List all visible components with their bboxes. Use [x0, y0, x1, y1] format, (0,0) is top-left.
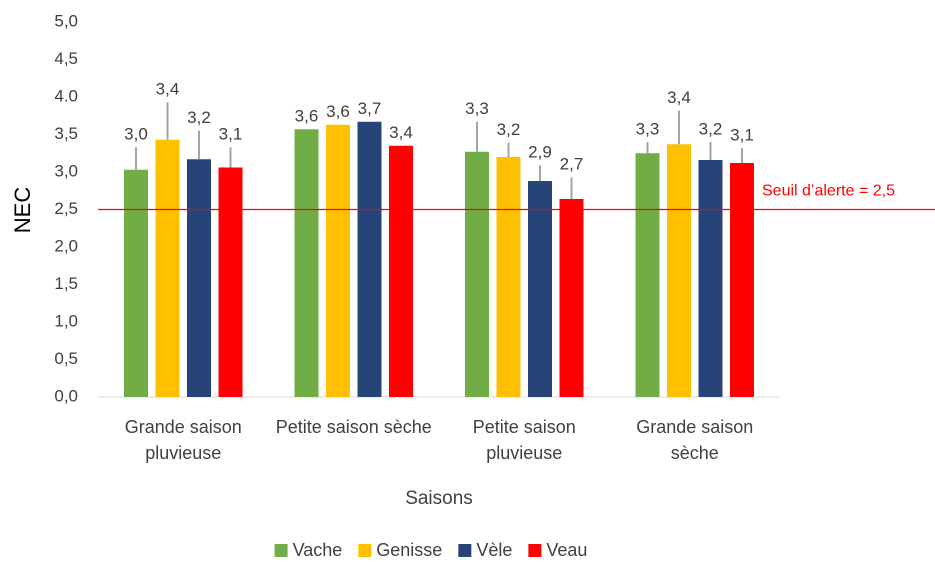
data-label: 3,1 [219, 125, 243, 144]
data-label: 3,3 [636, 119, 660, 138]
bar [294, 129, 319, 397]
x-tick-label: Grande saison pluvieuse [124, 417, 242, 463]
bar [496, 157, 521, 397]
bar [528, 181, 552, 397]
y-tick-label: 5,0 [54, 11, 78, 30]
legend-swatch [458, 544, 472, 557]
data-label: 2,7 [560, 155, 584, 174]
legend-label: Vèle [476, 540, 512, 560]
legend-label: Veau [546, 540, 587, 560]
data-label: 3,4 [389, 123, 413, 142]
data-label: 3,4 [156, 80, 180, 99]
bar [357, 121, 382, 397]
threshold-label: Seuil d’alerte = 2,5 [762, 183, 895, 200]
y-tick-label: 0,5 [54, 349, 78, 368]
legend-swatch [358, 544, 372, 557]
bar [326, 124, 350, 397]
data-label: 3,6 [326, 102, 350, 121]
y-axis-title: NEC [10, 187, 35, 234]
y-tick-label: 2,0 [54, 236, 78, 255]
data-label: 2,9 [528, 143, 552, 162]
data-label: 3,2 [699, 119, 723, 138]
bar [635, 153, 660, 397]
x-tick-label: Grande saison sèche [636, 417, 754, 463]
legend-swatch [274, 544, 288, 557]
legend-label: Vache [293, 540, 343, 560]
bar [730, 163, 754, 397]
bar [187, 159, 211, 397]
y-tick-label: 3,0 [54, 161, 78, 180]
bar [667, 144, 691, 397]
x-tick-label: Petite saison pluvieuse [472, 417, 576, 463]
x-tick-label: Petite saison sèche [275, 417, 432, 437]
bar [559, 199, 584, 397]
y-tick-label: 1,0 [54, 311, 78, 330]
y-tick-label: 0,0 [54, 386, 78, 405]
legend-swatch [528, 544, 542, 557]
y-tick-label: 4,5 [54, 49, 78, 68]
data-label: 3,1 [730, 125, 754, 144]
bar [389, 145, 413, 397]
legend-label: Genisse [376, 540, 442, 560]
bar [124, 169, 148, 397]
bar [155, 139, 180, 397]
data-label: 3,3 [465, 99, 489, 118]
data-label: 3,2 [497, 120, 521, 139]
bar [698, 160, 723, 397]
data-label: 3,0 [124, 125, 148, 144]
bar [465, 151, 489, 397]
bar [218, 167, 243, 397]
y-tick-label: 2,5 [54, 199, 78, 218]
y-tick-label: 1,5 [54, 274, 78, 293]
y-tick-label: 3,5 [54, 124, 78, 143]
y-tick-label: 4.0 [54, 86, 78, 105]
data-label: 3,2 [187, 108, 211, 127]
data-label: 3,6 [295, 107, 319, 126]
data-label: 3,7 [358, 99, 382, 118]
data-label: 3,4 [667, 88, 691, 107]
x-axis-title: Saisons [405, 488, 473, 509]
